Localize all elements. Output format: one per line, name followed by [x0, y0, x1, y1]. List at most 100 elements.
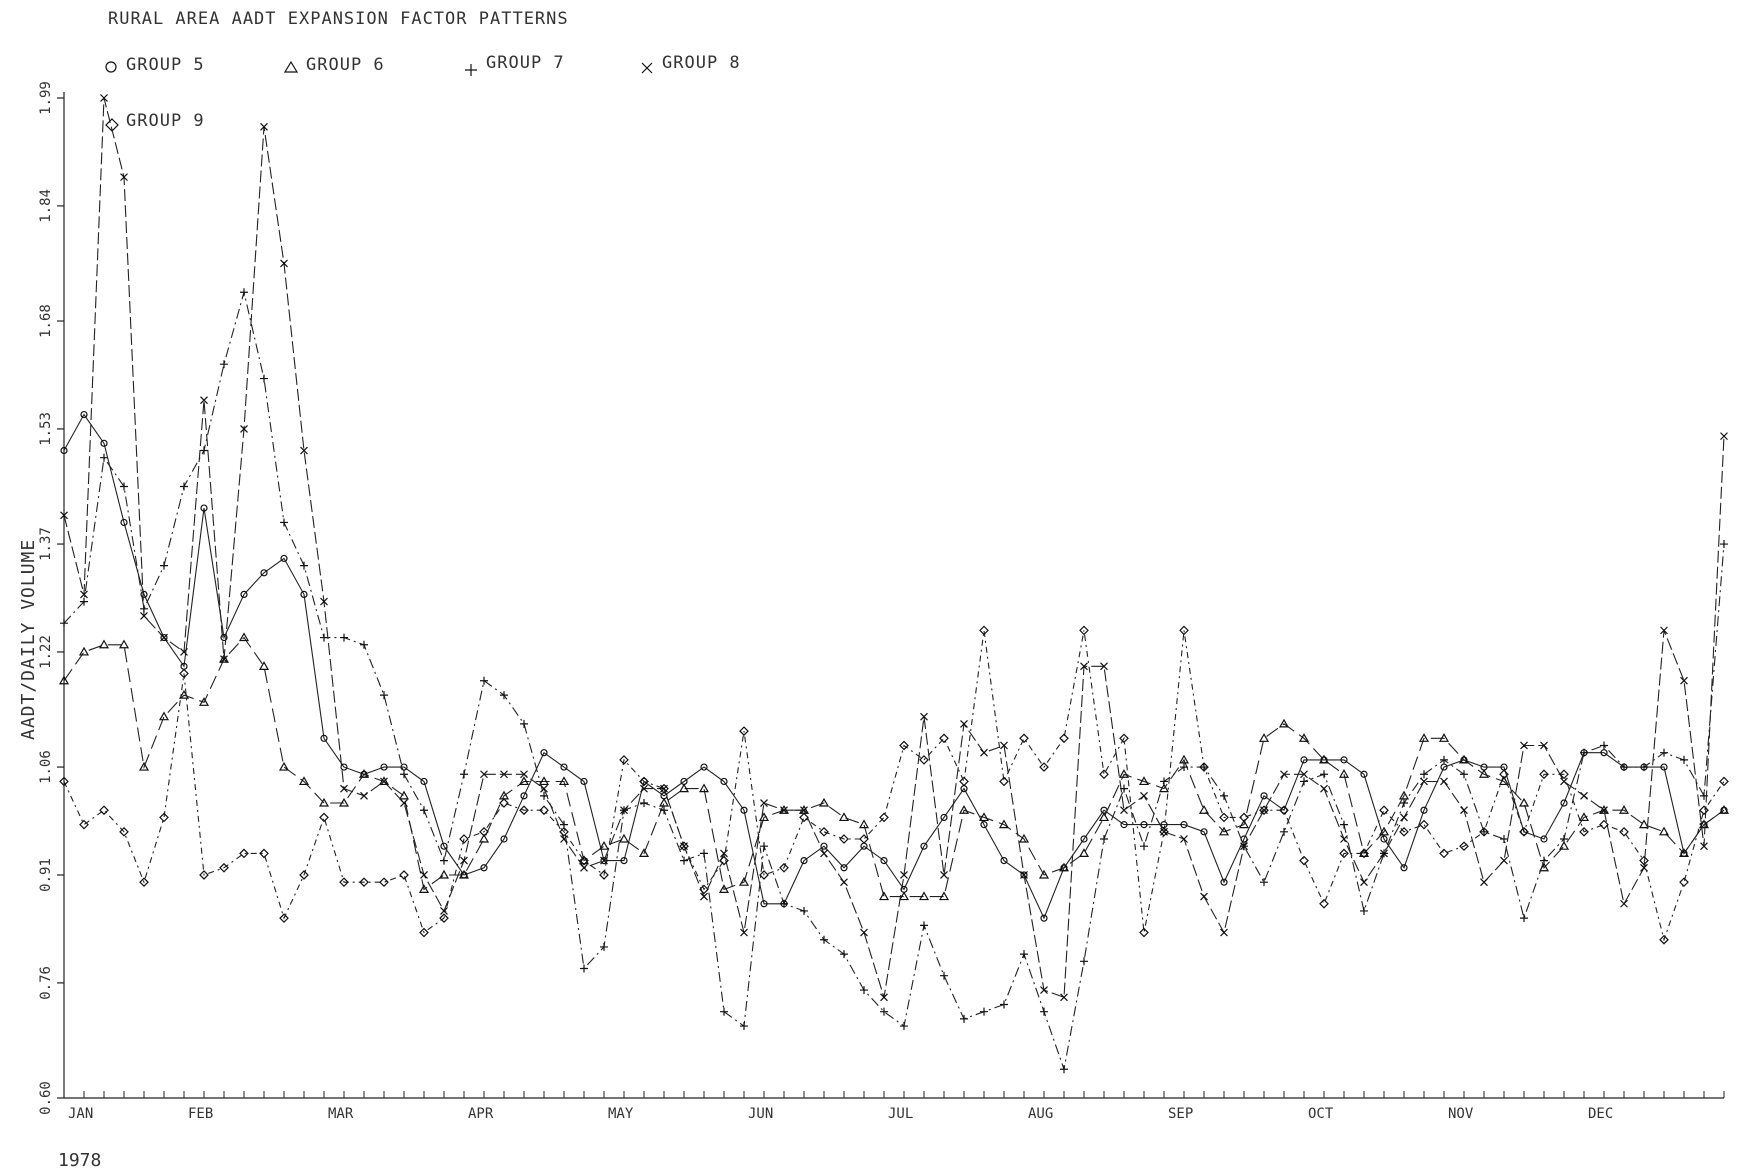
legend-entry-group-6: GROUP 6 [283, 55, 384, 75]
data-point [1420, 770, 1428, 779]
data-point [759, 870, 769, 880]
data-point [178, 689, 190, 699]
data-point [1258, 733, 1270, 742]
data-point [1140, 791, 1148, 800]
data-point [1219, 812, 1229, 823]
data-point [100, 439, 108, 447]
data-point [1080, 835, 1088, 843]
y-tick-label: 1.22 [38, 635, 54, 669]
data-point [1560, 799, 1568, 807]
data-point [340, 633, 348, 642]
data-point [1079, 625, 1089, 636]
data-point [159, 812, 169, 823]
data-point [1319, 898, 1329, 909]
series-group-9 [59, 625, 1729, 945]
data-point [100, 453, 108, 462]
data-point [280, 259, 288, 268]
data-point [420, 806, 428, 815]
data-point [1279, 805, 1289, 816]
data-point [1680, 755, 1688, 764]
data-point [258, 661, 270, 670]
data-point [620, 856, 628, 865]
data-point [960, 1014, 968, 1023]
data-point [300, 446, 308, 455]
data-point [1000, 856, 1008, 865]
data-point [1280, 827, 1288, 836]
data-point [320, 633, 328, 642]
data-point [1699, 805, 1709, 816]
data-point [1560, 835, 1568, 844]
data-point [679, 841, 689, 852]
data-point [1580, 748, 1588, 757]
data-point [840, 950, 848, 959]
data-point [1598, 805, 1610, 814]
data-point [1159, 826, 1169, 837]
data-point [958, 805, 970, 814]
data-point [978, 812, 990, 822]
data-point [518, 776, 530, 786]
data-point [458, 869, 470, 879]
data-point [59, 776, 69, 787]
data-point [1698, 819, 1710, 829]
data-point [840, 864, 848, 872]
series-line [63, 292, 1725, 1072]
data-point [1040, 1007, 1048, 1016]
data-point [620, 806, 628, 815]
series-group-5 [60, 410, 1728, 922]
data-point [780, 899, 788, 908]
data-point [1379, 805, 1389, 816]
data-point [1139, 927, 1149, 938]
data-point [1340, 756, 1348, 764]
data-point [1478, 769, 1490, 778]
data-point [220, 633, 228, 642]
data-point [1138, 776, 1150, 786]
series-line [63, 97, 1725, 999]
data-point [1359, 848, 1369, 859]
data-point [1020, 950, 1028, 959]
data-point [980, 1007, 988, 1016]
legend-entry-group-5: GROUP 5 [105, 55, 204, 75]
data-point [418, 884, 430, 893]
data-point [860, 986, 868, 995]
data-point [279, 913, 289, 923]
data-point [238, 632, 250, 642]
data-point [200, 396, 208, 405]
data-point [1518, 797, 1530, 807]
data-point [720, 777, 728, 786]
data-point [539, 805, 549, 816]
data-point [1140, 821, 1148, 829]
data-point [1460, 806, 1468, 815]
data-point [340, 784, 348, 793]
data-point [58, 675, 70, 685]
legend-label-group-8: GROUP 8 [662, 53, 741, 73]
data-point [600, 856, 608, 865]
data-point [1419, 819, 1429, 830]
data-point [1339, 848, 1349, 859]
data-point [378, 776, 390, 786]
data-point [379, 877, 389, 888]
y-tick-label: 1.99 [38, 81, 54, 115]
data-point [1300, 777, 1308, 786]
data-point [1540, 856, 1548, 865]
data-point [339, 877, 349, 888]
data-point [460, 856, 468, 865]
data-point [658, 797, 670, 807]
data-point [298, 776, 310, 786]
data-point [1220, 878, 1228, 886]
data-point [1520, 828, 1528, 836]
data-point [420, 871, 428, 879]
data-point [1238, 819, 1250, 829]
data-point [80, 410, 88, 419]
data-point [1420, 806, 1428, 814]
data-point [838, 812, 850, 822]
data-point [1098, 812, 1110, 822]
data-point [558, 776, 570, 786]
data-point [899, 740, 909, 751]
series-line [63, 413, 1725, 920]
data-point [120, 482, 128, 491]
data-point [938, 891, 950, 901]
data-point [1178, 754, 1190, 764]
data-point [1479, 826, 1489, 837]
data-point [999, 776, 1009, 787]
data-point [1400, 813, 1408, 822]
